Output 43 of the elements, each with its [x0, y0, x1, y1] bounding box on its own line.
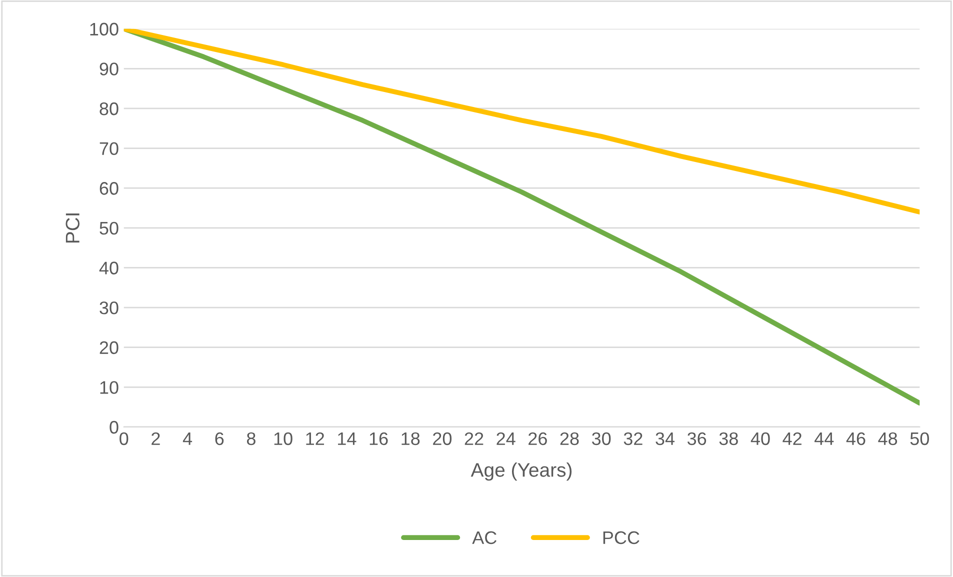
- y-tick-label: 50: [100, 222, 118, 235]
- x-tick-label: 6: [215, 432, 224, 446]
- x-tick-label: 22: [464, 432, 484, 445]
- line-series: [124, 28, 920, 214]
- x-tick-label: 42: [782, 432, 802, 445]
- x-tick-label: 44: [814, 432, 834, 445]
- x-tick-label: 10: [274, 432, 292, 446]
- x-tick-label: 24: [496, 432, 516, 445]
- legend-label: AC: [472, 531, 497, 544]
- x-tick-label: 12: [306, 432, 324, 445]
- y-tick-label: 10: [100, 381, 118, 394]
- x-tick-label: 36: [687, 432, 706, 446]
- y-axis-title: PCI: [66, 214, 80, 243]
- x-tick-label: 40: [750, 432, 770, 446]
- x-tick-label: 34: [656, 432, 675, 446]
- x-tick-label: 0: [120, 432, 128, 446]
- y-tick-label: 20: [100, 341, 118, 354]
- x-tick-label: 18: [402, 432, 420, 446]
- line-series: [124, 28, 920, 406]
- y-tick-label: 80: [100, 102, 118, 116]
- x-tick-label: 16: [370, 432, 388, 446]
- x-axis-title: Age (Years): [470, 462, 572, 481]
- x-tick-label: 30: [592, 432, 611, 446]
- x-tick-label: 46: [846, 432, 866, 446]
- x-tick-label: 20: [433, 432, 452, 446]
- x-tick-label: 14: [338, 432, 356, 445]
- x-tick-label: 8: [246, 432, 256, 446]
- y-tick-label: 60: [100, 182, 118, 195]
- x-tick-label: 38: [719, 432, 738, 446]
- x-tick-label: 32: [624, 432, 642, 446]
- y-tick-label: 30: [100, 301, 118, 314]
- x-tick-label: 2: [152, 432, 160, 445]
- y-tick-label: 90: [100, 62, 118, 76]
- y-tick-label: 70: [100, 142, 118, 156]
- legend-label: PCC: [603, 531, 640, 544]
- x-tick-label: 26: [528, 432, 547, 446]
- x-tick-label: 28: [560, 432, 579, 446]
- x-tick-label: 48: [878, 432, 898, 446]
- y-tick-label: 0: [110, 420, 118, 434]
- y-tick-label: 100: [90, 22, 118, 36]
- x-tick-label: 4: [182, 432, 192, 445]
- y-tick-label: 40: [99, 262, 118, 274]
- x-tick-label: 50: [910, 432, 929, 446]
